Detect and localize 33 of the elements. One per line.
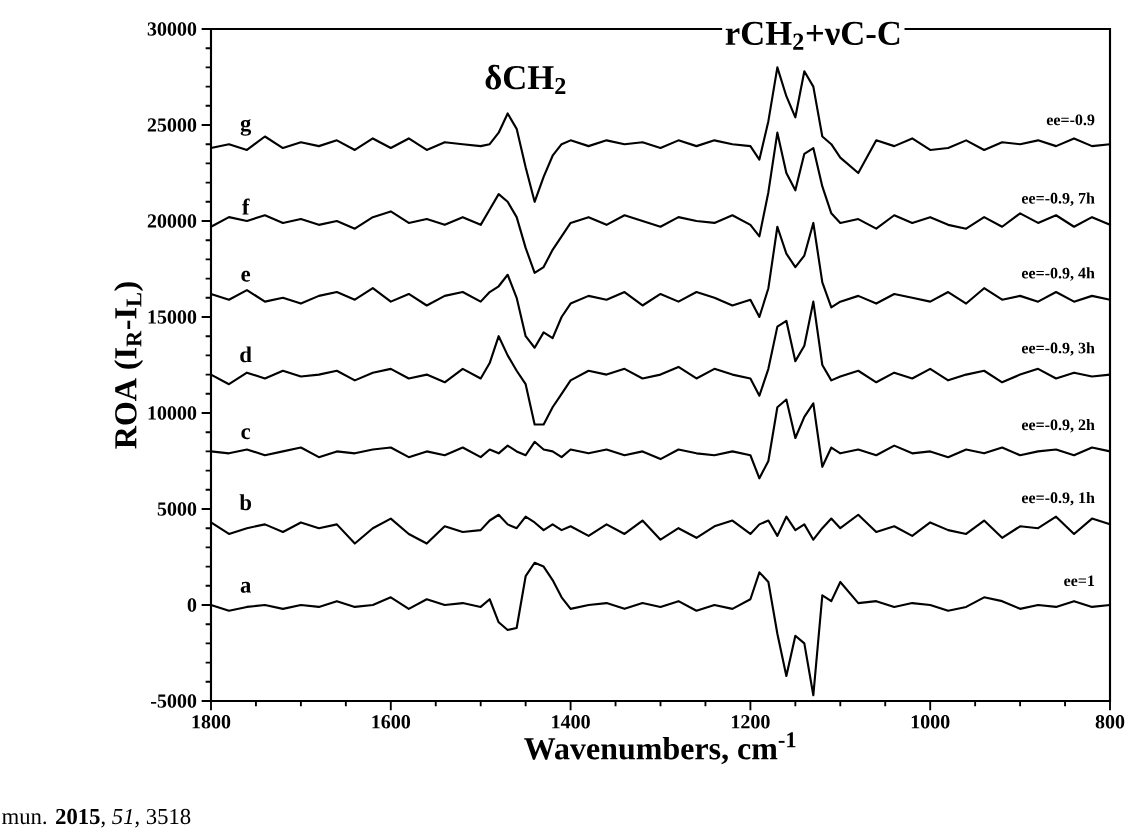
annotation: e bbox=[241, 270, 251, 282]
y-tick-label: 25000 bbox=[147, 118, 197, 132]
x-tick-label: 1200 bbox=[732, 715, 770, 729]
series-label: ee=-0.9, 4h bbox=[1021, 267, 1095, 281]
annotation: d bbox=[240, 346, 252, 363]
annotation: δCH$_{2}$ bbox=[485, 64, 566, 94]
x-tick-label: 1000 bbox=[911, 715, 950, 729]
annotation: a bbox=[240, 581, 251, 593]
x-tick-label: 1800 bbox=[192, 715, 231, 729]
series-label: ee=-0.9, 1h bbox=[1021, 491, 1095, 506]
series-label: ee=-0.9, 3h bbox=[1021, 342, 1095, 356]
annotation: f bbox=[242, 198, 250, 215]
y-tick-label: 5000 bbox=[157, 502, 197, 516]
series-label: ee=-0.9 bbox=[1046, 114, 1095, 126]
y-tick-label: 30000 bbox=[147, 22, 197, 36]
annotation: b bbox=[239, 494, 252, 511]
y-tick-label: 20000 bbox=[147, 214, 197, 228]
y-axis-title: ROA (I$_{R}$-I$_{L}$) bbox=[114, 282, 144, 449]
series-label: ee=1 bbox=[1064, 575, 1095, 587]
y-tick-label: -5000 bbox=[151, 694, 197, 708]
x-tick-label: 1600 bbox=[372, 715, 411, 729]
y-tick-label: 0 bbox=[187, 598, 197, 612]
x-tick-label: 1400 bbox=[552, 715, 590, 729]
y-tick-label: 15000 bbox=[148, 310, 197, 324]
series-label: ee=-0.9, 7h bbox=[1021, 192, 1095, 206]
annotation: c bbox=[241, 428, 251, 440]
annotation: g bbox=[240, 119, 252, 136]
x-axis-title: Wavenumbers, cm$^{-1}$ bbox=[524, 732, 796, 765]
x-tick-label: 800 bbox=[1095, 715, 1125, 729]
series-label: ee=-0.9, 2h bbox=[1021, 418, 1095, 433]
y-tick-label: 10000 bbox=[148, 406, 197, 420]
text: mun. 2015, 51, 3518 bbox=[2, 808, 191, 828]
annotation: rCH$_{2}$+νC-C bbox=[725, 21, 900, 50]
